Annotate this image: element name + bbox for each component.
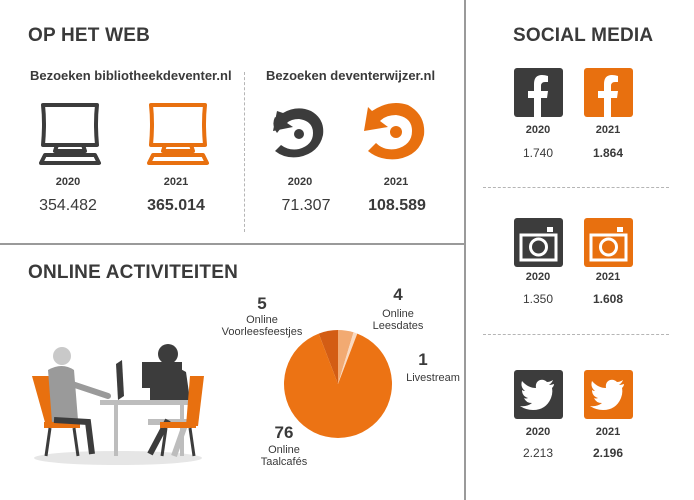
wijzer-visits-label: Bezoeken deventerwijzer.nl <box>266 68 436 83</box>
twitter-icon <box>584 370 633 419</box>
pie-label-text: Livestream <box>406 372 460 384</box>
twitter-value-2020: 2.213 <box>522 446 554 460</box>
online-activities-pie <box>284 330 392 438</box>
pie-label-text: Leesdates <box>372 320 424 332</box>
social-divider-2 <box>483 334 669 335</box>
pie-slice <box>318 330 338 384</box>
pie-label-text: Voorleesfeestjes <box>221 326 303 338</box>
pie-label-text: Taalcafés <box>260 456 308 468</box>
pie-label-count: 1 <box>418 350 428 369</box>
pie-label-text: Online <box>382 308 414 320</box>
facebook-icon <box>584 68 633 117</box>
people-at-laptops-illustration <box>32 344 204 465</box>
instagram-value-2021: 1.608 <box>592 292 624 306</box>
arrow-circle-icon <box>364 103 425 160</box>
pie-label-text: Online <box>246 314 278 326</box>
twitter-value-2021: 2.196 <box>592 446 624 460</box>
social-section-title: SOCIAL MEDIA <box>513 25 654 46</box>
horizontal-divider <box>0 243 465 245</box>
pie-slice <box>284 333 392 438</box>
biblio-year-2021: 2021 <box>163 176 189 188</box>
pie-label-text: Online <box>268 444 300 456</box>
biblio-year-2020: 2020 <box>55 176 81 188</box>
pie-label-count: 76 <box>274 423 294 442</box>
social-divider-1 <box>483 187 669 188</box>
wijzer-year-2021: 2021 <box>383 176 409 188</box>
vertical-divider <box>464 0 466 500</box>
biblio-value-2020: 354.482 <box>39 197 97 214</box>
facebook-icon <box>514 68 563 117</box>
wijzer-value-2021: 108.589 <box>368 197 426 214</box>
wijzer-value-2020: 71.307 <box>281 197 331 214</box>
twitter-year-2020: 2020 <box>525 426 551 438</box>
monitor-icon <box>147 103 209 165</box>
pie-label-count: 4 <box>393 285 403 304</box>
twitter-year-2021: 2021 <box>595 426 621 438</box>
instagram-value-2020: 1.350 <box>522 292 554 306</box>
twitter-icon <box>514 370 563 419</box>
facebook-value-2021: 1.864 <box>592 146 624 160</box>
instagram-year-2021: 2021 <box>595 271 621 283</box>
web-section-title: OP HET WEB <box>28 25 150 46</box>
monitor-icon <box>39 103 101 165</box>
biblio-visits-label: Bezoeken bibliotheekdeventer.nl <box>30 68 232 83</box>
arrow-circle-icon <box>273 108 324 158</box>
web-column-divider <box>244 72 245 232</box>
pie-slice <box>338 330 354 384</box>
pie-label-count: 5 <box>257 294 267 313</box>
instagram-icon <box>584 218 633 267</box>
facebook-year-2021: 2021 <box>595 124 621 136</box>
facebook-year-2020: 2020 <box>525 124 551 136</box>
instagram-year-2020: 2020 <box>525 271 551 283</box>
online-section-title: ONLINE ACTIVITEITEN <box>28 262 238 283</box>
biblio-value-2021: 365.014 <box>147 197 205 214</box>
facebook-value-2020: 1.740 <box>522 146 554 160</box>
pie-slice <box>338 332 358 384</box>
wijzer-year-2020: 2020 <box>287 176 313 188</box>
instagram-icon <box>514 218 563 267</box>
